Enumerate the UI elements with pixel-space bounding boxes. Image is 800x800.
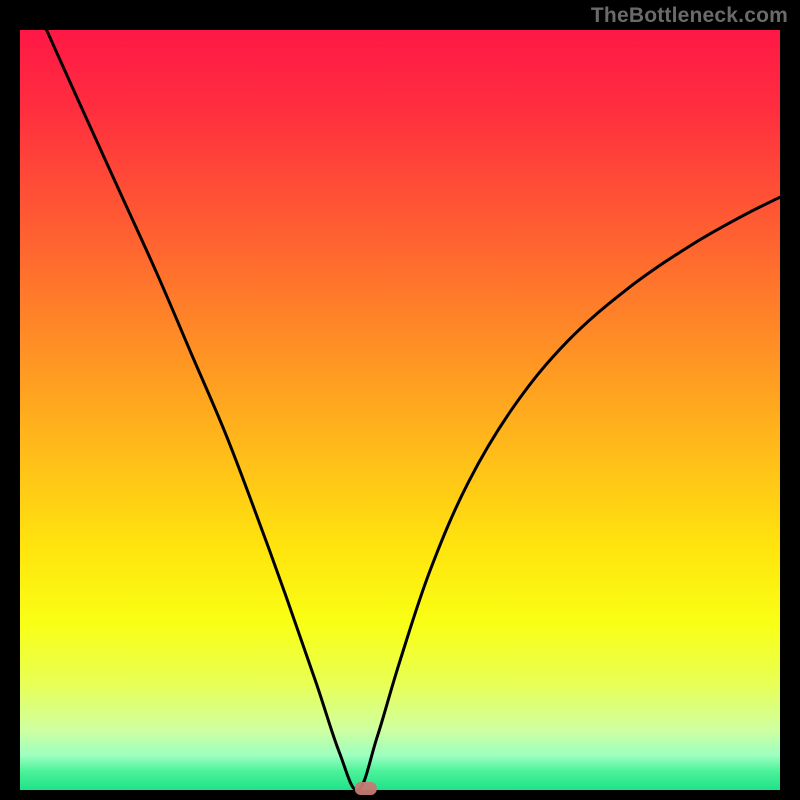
watermark-text: TheBottleneck.com	[591, 4, 788, 28]
chart-container: TheBottleneck.com	[0, 0, 800, 800]
optimal-point-marker	[355, 782, 377, 795]
plot-background	[20, 30, 780, 790]
bottleneck-curve-chart	[0, 0, 800, 800]
